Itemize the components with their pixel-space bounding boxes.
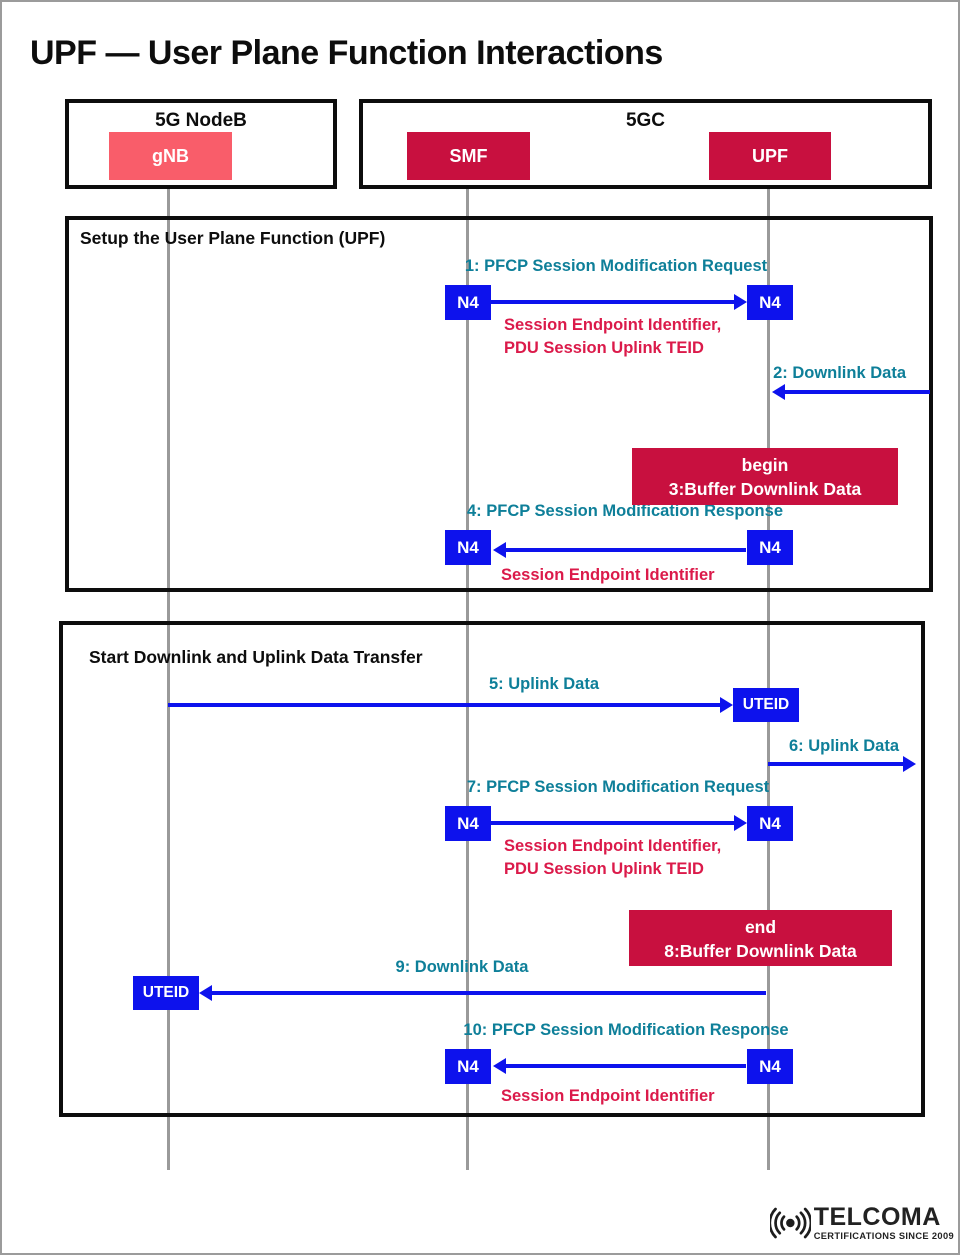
port-n4-smf-1: N4: [445, 285, 491, 320]
activation-line: 3:Buffer Downlink Data: [668, 479, 862, 499]
port-n4-smf-4: N4: [445, 530, 491, 565]
message-5-label: 5: Uplink Data: [488, 675, 600, 693]
message-7-arrow: [491, 815, 747, 831]
port-uteid-gnb: UTEID: [133, 976, 199, 1010]
message-2-arrow: [772, 384, 930, 400]
message-6-arrow: [768, 756, 916, 772]
arrowhead-right-icon: [734, 294, 747, 310]
message-1-label: 1: PFCP Session Modification Request: [464, 257, 768, 275]
message-5-arrow: [168, 697, 733, 713]
arrowhead-right-icon: [720, 697, 733, 713]
port-uteid-upf: UTEID: [733, 688, 799, 722]
group-label-5g-nodeb: 5G NodeB: [155, 110, 247, 131]
message-4-note: Session Endpoint Identifier: [501, 566, 715, 584]
port-n4-upf-10: N4: [747, 1049, 793, 1084]
arrowhead-left-icon: [772, 384, 785, 400]
note-line: Session Endpoint Identifier,: [504, 316, 722, 334]
telcoma-logo: TELCOMA CERTIFICATIONS SINCE 2009: [770, 1198, 954, 1248]
port-n4-smf-7: N4: [445, 806, 491, 841]
message-10-label: 10: PFCP Session Modification Response: [463, 1021, 789, 1039]
message-1-note: Session Endpoint Identifier, PDU Session…: [504, 314, 721, 360]
port-n4-smf-10: N4: [445, 1049, 491, 1084]
arrowhead-right-icon: [734, 815, 747, 831]
port-n4-upf-4: N4: [747, 530, 793, 565]
frame-title-data-transfer: Start Downlink and Uplink Data Transfer: [89, 647, 423, 667]
arrowhead-left-icon: [199, 985, 212, 1001]
lifeline-upf: [767, 189, 770, 1170]
arrowhead-right-icon: [903, 756, 916, 772]
actor-upf: UPF: [709, 132, 831, 180]
group-label-5gc: 5GC: [625, 110, 666, 131]
port-n4-upf-7: N4: [747, 806, 793, 841]
activation-end-buffer: end 8:Buffer Downlink Data: [629, 910, 892, 966]
activation-line: end: [744, 917, 777, 937]
activation-line: begin: [741, 455, 789, 475]
arrowhead-left-icon: [493, 542, 506, 558]
actor-smf: SMF: [407, 132, 530, 180]
message-9-label: 9: Downlink Data: [395, 958, 529, 976]
message-4-label: 4: PFCP Session Modification Response: [466, 502, 783, 520]
message-9-arrow: [199, 985, 766, 1001]
frame-data-transfer: [59, 621, 925, 1117]
message-2-label: 2: Downlink Data: [773, 364, 906, 382]
arrowhead-left-icon: [493, 1058, 506, 1074]
note-line: Session Endpoint Identifier,: [504, 837, 722, 855]
activation-begin-buffer: begin 3:Buffer Downlink Data: [632, 448, 898, 505]
message-7-note: Session Endpoint Identifier, PDU Session…: [504, 835, 721, 881]
note-line: PDU Session Uplink TEID: [504, 860, 704, 878]
note-line: PDU Session Uplink TEID: [504, 339, 704, 357]
lifeline-smf: [466, 189, 469, 1170]
logo-tagline: CERTIFICATIONS SINCE 2009: [813, 1231, 954, 1241]
message-10-note: Session Endpoint Identifier: [501, 1087, 715, 1105]
activation-line: 8:Buffer Downlink Data: [664, 941, 857, 961]
frame-setup-upf: [65, 216, 933, 592]
radio-waves-icon: [770, 1207, 811, 1239]
lifeline-gnb: [167, 189, 170, 1170]
message-6-label: 6: Uplink Data: [788, 737, 899, 755]
frame-title-setup-upf: Setup the User Plane Function (UPF): [80, 228, 386, 248]
logo-name: TELCOMA: [813, 1203, 941, 1231]
message-1-arrow: [491, 294, 747, 310]
message-10-arrow: [493, 1058, 746, 1074]
message-7-label: 7: PFCP Session Modification Request: [466, 778, 770, 796]
actor-gnb: gNB: [109, 132, 232, 180]
port-n4-upf-1: N4: [747, 285, 793, 320]
page-title: UPF — User Plane Function Interactions: [30, 34, 663, 72]
message-4-arrow: [493, 542, 746, 558]
